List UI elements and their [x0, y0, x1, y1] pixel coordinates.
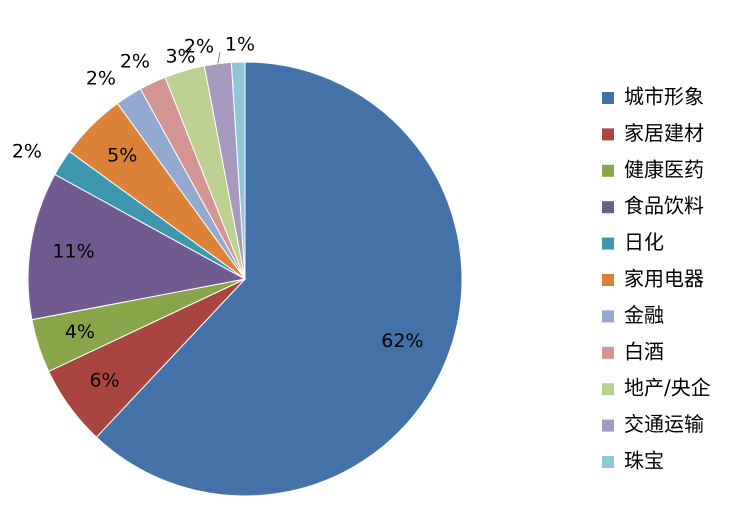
legend-swatch-1 — [602, 92, 614, 104]
legend-swatch-9 — [602, 383, 614, 396]
legend-swatch-11 — [602, 456, 614, 468]
data-label-6: 5% — [107, 145, 137, 167]
legend-swatch-6 — [602, 274, 614, 286]
pie-slice-4 — [27, 173, 247, 321]
data-label-8: 2% — [120, 51, 150, 73]
legend-label-10: 交通运输 — [624, 412, 704, 436]
legend-swatch-10 — [602, 419, 614, 432]
data-labels: 62%6%4%11%2% 5%2%2% 3%2% 1% — [12, 34, 424, 392]
legend-swatch-4 — [602, 201, 614, 214]
legend-label-8: 白酒 — [624, 339, 664, 363]
data-label-2: 6% — [89, 370, 119, 392]
pie-slice-1 — [95, 61, 463, 497]
legend-label-11: 珠宝 — [624, 449, 664, 473]
data-label-5: 2% — [12, 141, 42, 163]
legend-label-2: 家居建材 — [624, 121, 704, 145]
data-label-11: 1% — [225, 34, 255, 56]
legend-label-7: 金融 — [624, 303, 664, 327]
pie-slice-11 — [230, 61, 246, 280]
data-label-10: 2% — [184, 36, 214, 58]
legend-label-5: 日化 — [624, 230, 664, 254]
data-label-1: 62% — [381, 330, 423, 352]
leader-lines — [217, 51, 221, 64]
legend-label-3: 健康医药 — [624, 157, 704, 181]
pie-slices — [27, 61, 463, 497]
legend-label-4: 食品饮料 — [624, 194, 704, 218]
data-label-3: 4% — [65, 321, 95, 343]
legend-label-1: 城市形象 — [624, 85, 704, 109]
legend-swatch-5 — [602, 237, 614, 250]
legend-label-6: 家用电器 — [624, 267, 704, 291]
leader-line-10 — [217, 51, 221, 64]
legend-label-9: 地产/央企 — [624, 376, 711, 400]
data-label-4: 11% — [52, 240, 94, 262]
legend-swatch-3 — [602, 164, 614, 177]
legend-swatch-7 — [602, 310, 614, 323]
data-label-7: 2% — [86, 68, 116, 90]
legend-swatch-2 — [602, 128, 614, 141]
legend-swatch-8 — [602, 346, 614, 359]
data-label-9: 3% — [165, 46, 195, 68]
